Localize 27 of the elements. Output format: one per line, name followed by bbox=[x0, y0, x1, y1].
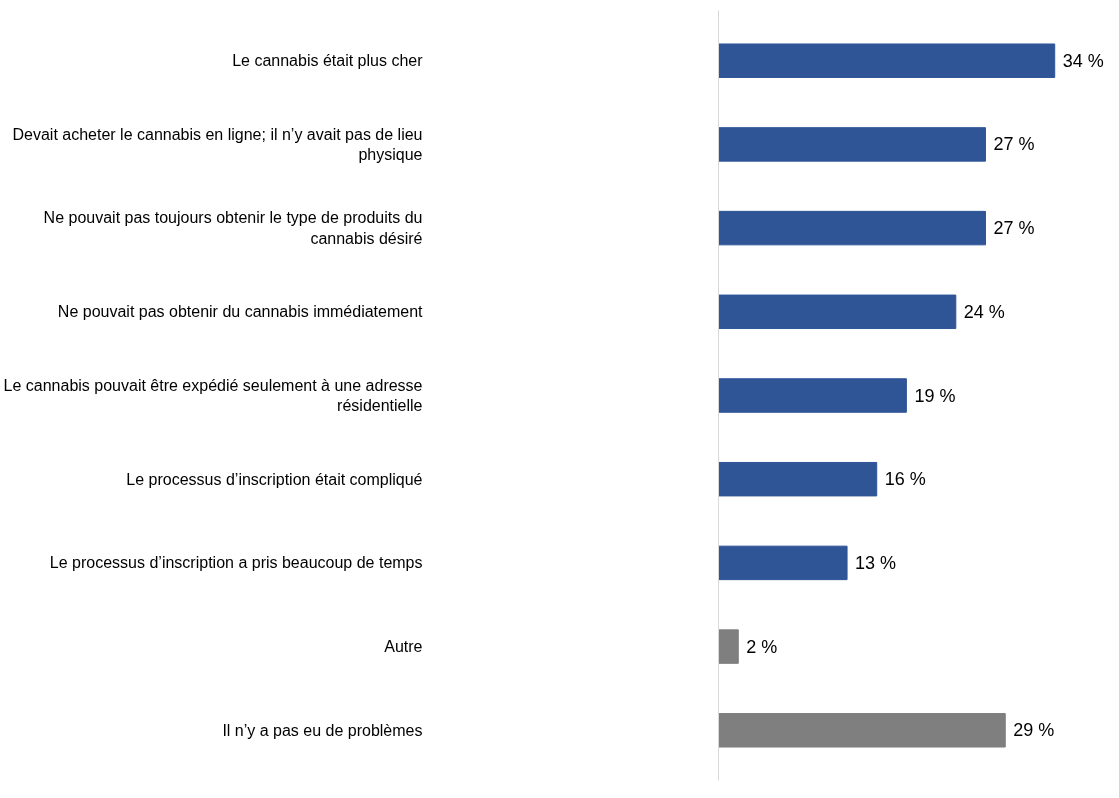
y-tick-label: Le processus d’inscription était compliqué bbox=[126, 470, 423, 488]
bar bbox=[718, 713, 1006, 748]
bar bbox=[718, 545, 848, 581]
data-label: 13 % bbox=[855, 552, 897, 573]
data-label: 19 % bbox=[914, 385, 956, 406]
bar bbox=[718, 43, 1056, 78]
data-label: 27 % bbox=[993, 134, 1035, 155]
y-tick-label: Le cannabis pouvait être expédié seulement à une adresse résidentielle bbox=[3, 376, 423, 415]
bar bbox=[718, 461, 878, 497]
bar bbox=[718, 294, 957, 330]
data-label: 34 % bbox=[1062, 50, 1104, 71]
data-label: 16 % bbox=[884, 469, 926, 490]
bar bbox=[718, 210, 986, 246]
y-tick-label: Autre bbox=[384, 638, 423, 656]
y-tick-label: Devait acheter le cannabis en ligne; il n’y avait pas de lieu physique bbox=[12, 125, 423, 164]
y-tick-label: Il n’y a pas eu de problèmes bbox=[222, 721, 423, 739]
bar bbox=[718, 378, 907, 413]
bar bbox=[718, 629, 739, 664]
data-label: 27 % bbox=[993, 218, 1035, 239]
y-tick-label: Le processus d’inscription a pris beaucoup de temps bbox=[49, 554, 423, 572]
y-tick-label: Ne pouvait pas obtenir du cannabis immédiatement bbox=[57, 303, 424, 321]
data-label: 24 % bbox=[963, 301, 1005, 322]
bar bbox=[718, 127, 986, 162]
y-tick-label: Ne pouvait pas toujours obtenir le type de produits du cannabis désiré bbox=[43, 209, 423, 247]
data-label: 29 % bbox=[1013, 720, 1055, 741]
data-label: 2 % bbox=[746, 636, 778, 657]
y-tick-label: Le cannabis était plus cher bbox=[232, 52, 424, 70]
